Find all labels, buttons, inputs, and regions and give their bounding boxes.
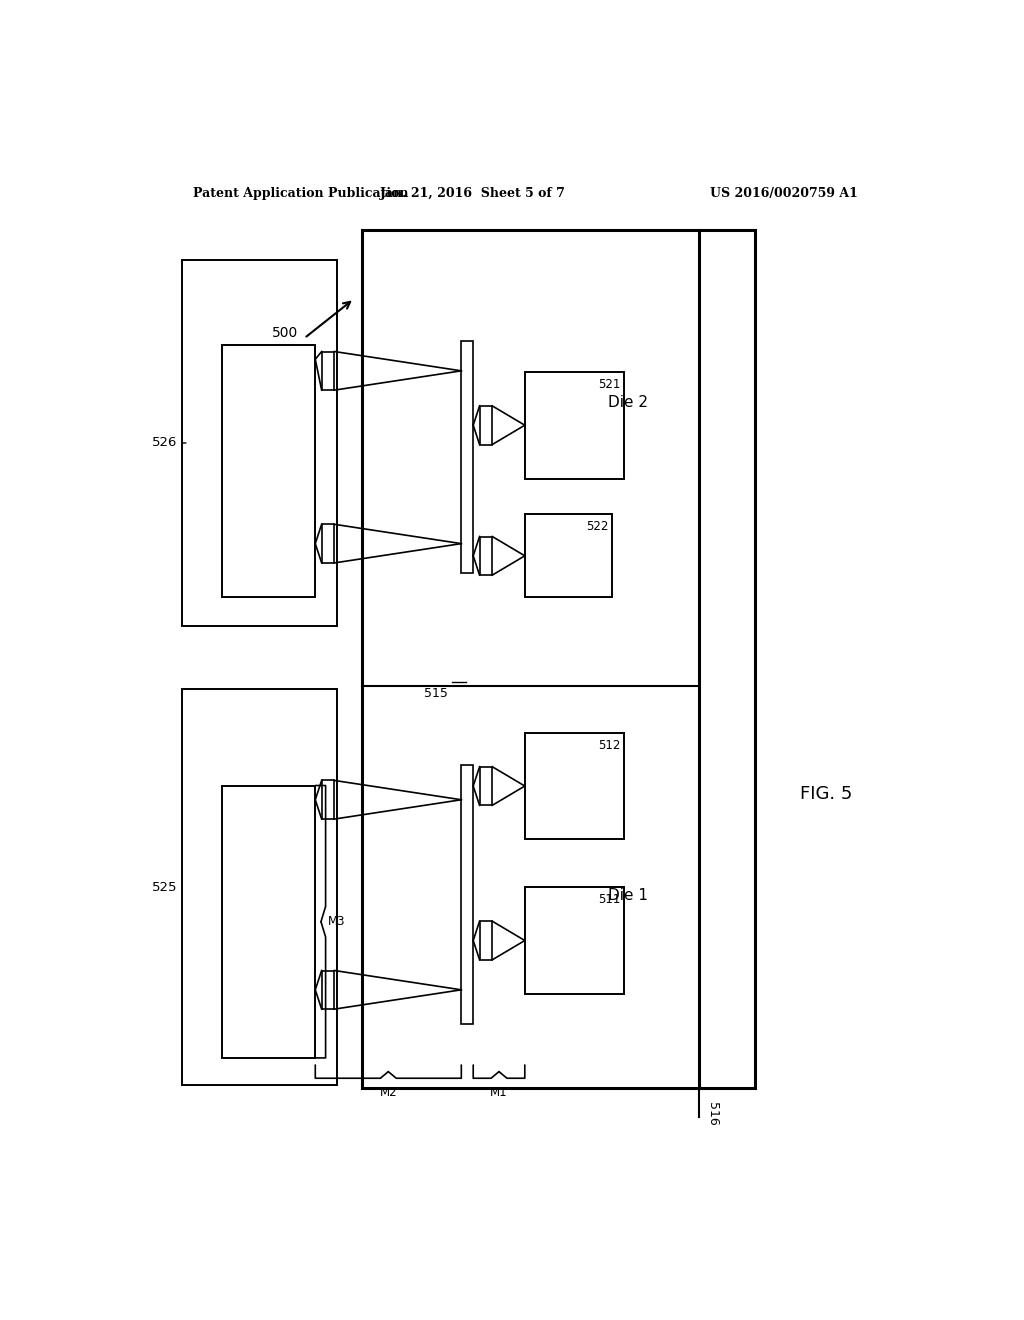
Bar	[479, 405, 493, 445]
Bar	[524, 372, 624, 479]
Bar	[322, 524, 334, 562]
Text: 500: 500	[272, 326, 298, 341]
Bar	[479, 921, 493, 960]
Bar	[362, 230, 755, 1089]
Text: 516: 516	[706, 1102, 719, 1126]
Text: 511: 511	[598, 894, 621, 907]
Bar	[479, 536, 493, 576]
Text: Jan. 21, 2016  Sheet 5 of 7: Jan. 21, 2016 Sheet 5 of 7	[380, 187, 566, 201]
Text: 525: 525	[152, 880, 177, 894]
Text: Die 2: Die 2	[608, 395, 648, 409]
Bar	[524, 515, 612, 598]
Bar	[524, 887, 624, 994]
Text: M3: M3	[328, 915, 345, 928]
Text: M1: M1	[489, 1086, 508, 1100]
Bar	[322, 970, 334, 1008]
Bar	[182, 689, 337, 1085]
Text: Die 1: Die 1	[608, 888, 648, 903]
Text: 512: 512	[598, 739, 621, 752]
Bar	[461, 342, 473, 573]
Text: M2: M2	[380, 1086, 397, 1100]
Text: 521: 521	[598, 378, 621, 391]
Bar	[461, 766, 473, 1024]
Bar	[479, 767, 493, 805]
Bar	[322, 780, 334, 818]
Bar	[322, 351, 334, 391]
Text: 526: 526	[152, 437, 177, 450]
Text: Patent Application Publication: Patent Application Publication	[194, 187, 409, 201]
Text: FIG. 5: FIG. 5	[800, 784, 853, 803]
Text: 515: 515	[424, 686, 447, 700]
Text: 522: 522	[587, 520, 609, 533]
Bar	[221, 785, 315, 1057]
Text: US 2016/0020759 A1: US 2016/0020759 A1	[711, 187, 858, 201]
Bar	[524, 733, 624, 840]
Bar	[182, 260, 337, 626]
Bar	[221, 346, 315, 598]
